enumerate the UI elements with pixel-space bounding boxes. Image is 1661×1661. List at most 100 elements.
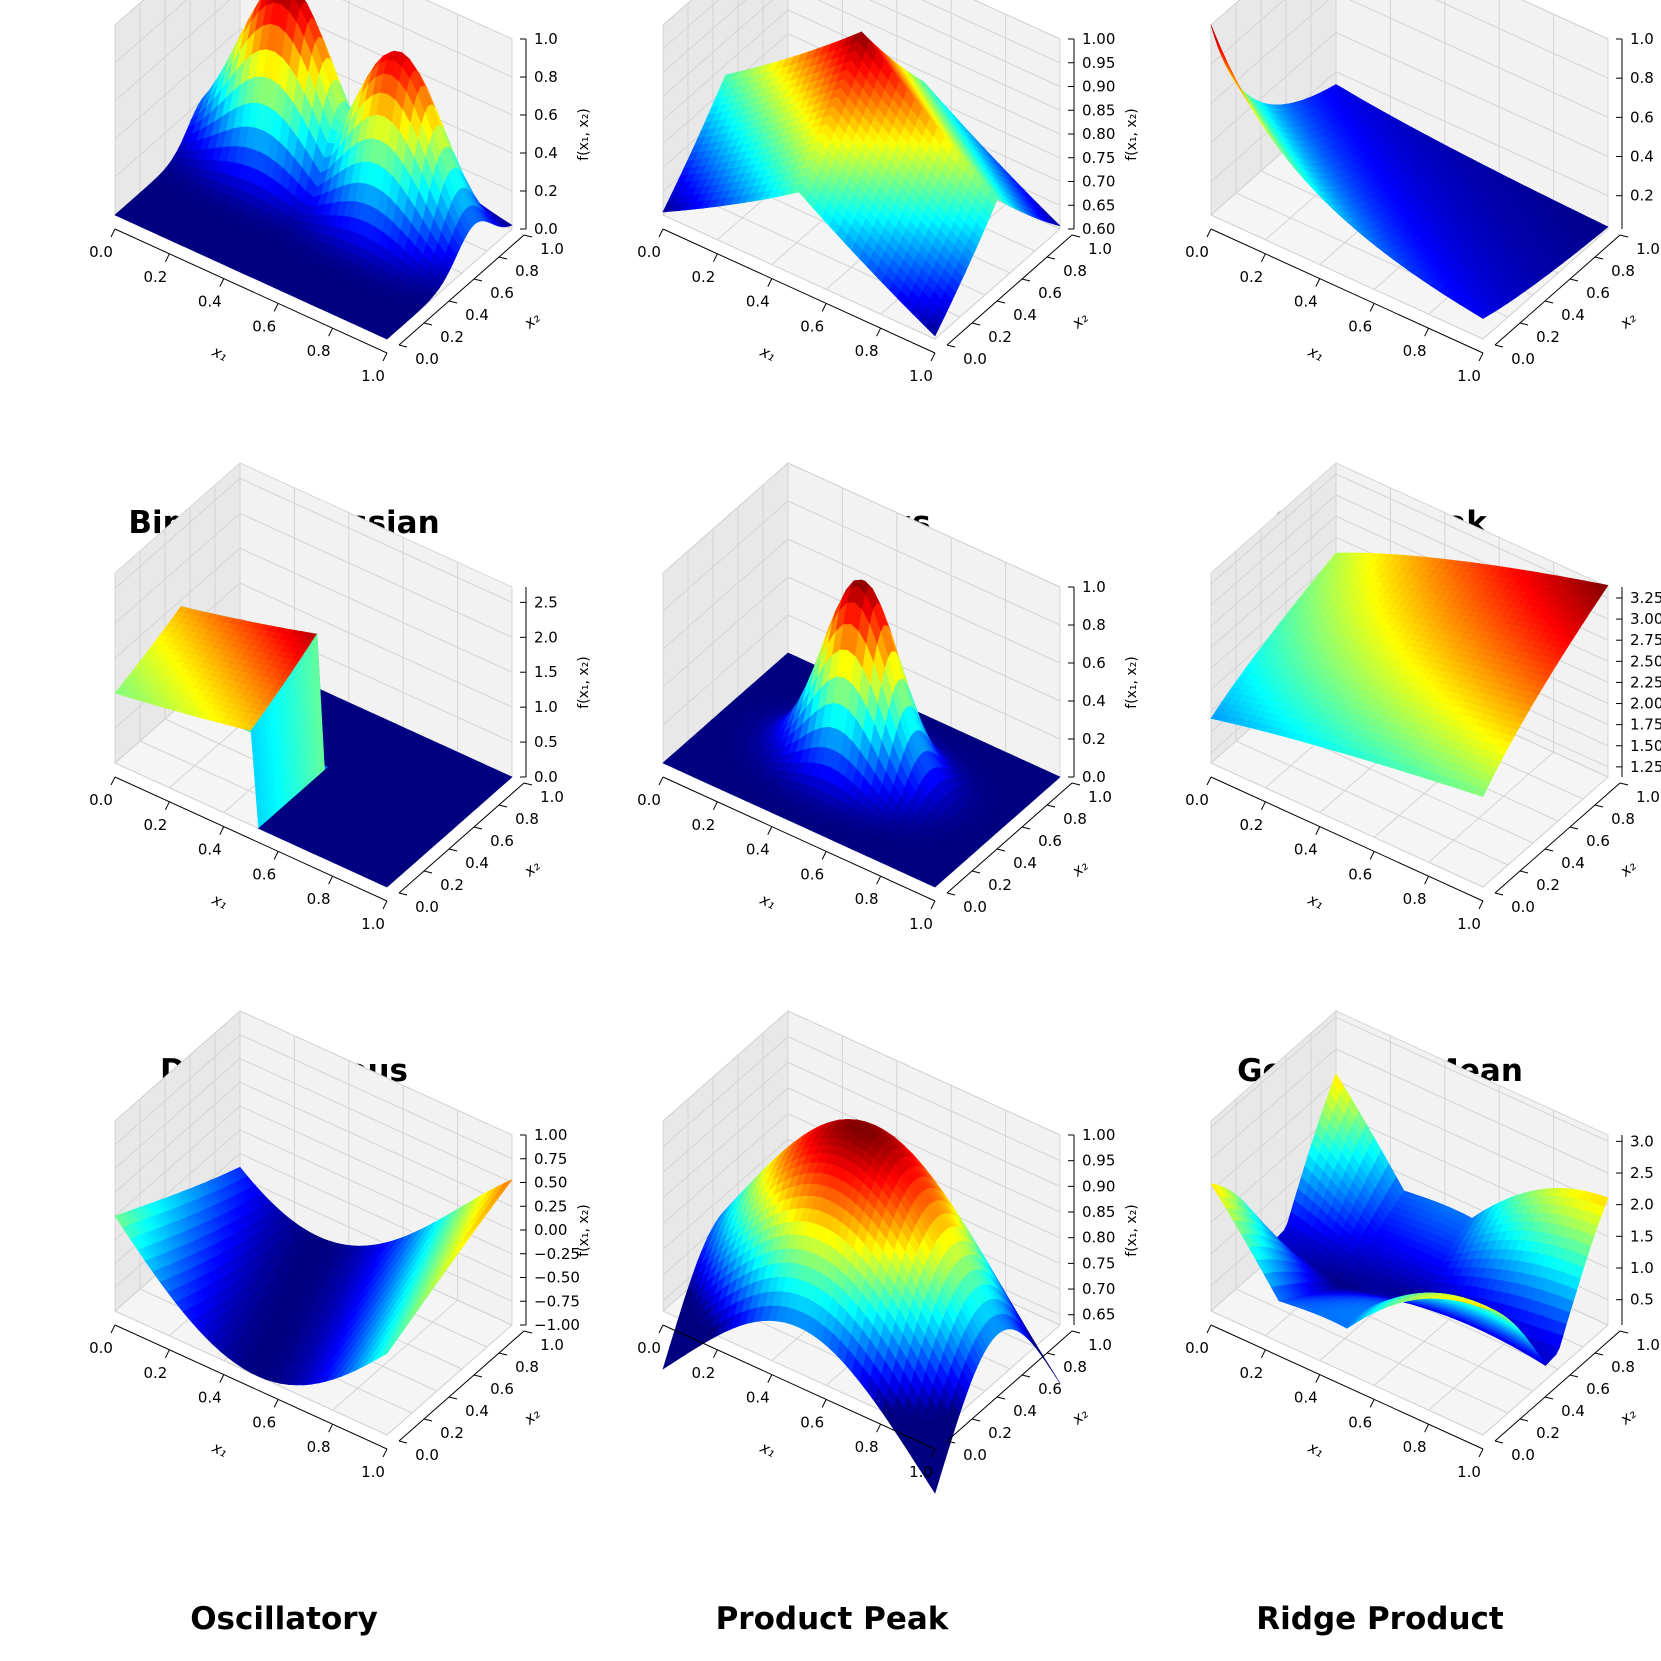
y-tick-label: 0.2 — [440, 328, 464, 346]
y-axis-label: x₂ — [1616, 857, 1640, 881]
x-tick-label: 0.2 — [1239, 1364, 1263, 1382]
z-tick-label: 0.4 — [1630, 148, 1654, 166]
panel-oscillatory: 0.0 0.2 0.4 0.6 0.8 1.0 0.0 0.2 0.4 0.6 0.8 1.0 −1.0… — [10, 1009, 592, 1644]
z-tick-label: 1.50 — [1630, 737, 1661, 755]
y-tick-label: 0.4 — [1561, 854, 1585, 872]
z-tick-label: 0.80 — [1082, 1229, 1115, 1247]
chart-title: Product Peak — [715, 1601, 949, 1637]
y-tick-label: 1.0 — [1088, 1336, 1112, 1354]
tick-labels: 0.00.20.40.60.81.00.00.20.40.60.81.00.51… — [1185, 1132, 1660, 1481]
x-tick-label: 0.6 — [800, 865, 824, 883]
z-tick-label: −0.50 — [534, 1269, 580, 1287]
z-tick-label: 0.0 — [534, 220, 558, 238]
z-axis-label: f(x₁, x₂) — [1124, 108, 1140, 161]
z-tick-label: −0.25 — [534, 1245, 580, 1263]
z-tick-label: 2.5 — [1630, 1164, 1654, 1182]
tick-labels: 0.00.20.40.60.81.00.00.20.40.60.81.00.00… — [89, 30, 592, 385]
tick-labels: 0.00.20.40.60.81.00.00.20.40.60.81.00.00… — [637, 578, 1140, 933]
y-axis-label: x₂ — [520, 1405, 544, 1429]
axes — [658, 586, 1081, 910]
y-tick-label: 0.4 — [465, 854, 489, 872]
x-axis-label: x₁ — [208, 1438, 230, 1461]
y-tick-label: 0.6 — [1586, 284, 1610, 302]
z-tick-label: 1.25 — [1630, 758, 1661, 776]
z-tick-label: 2.25 — [1630, 673, 1661, 691]
x-tick-label: 0.2 — [143, 816, 167, 834]
z-tick-label: 0.25 — [534, 1197, 567, 1215]
x-tick-label: 1.0 — [1457, 1463, 1481, 1481]
z-tick-label: 0.00 — [534, 1221, 567, 1239]
z-tick-label: −1.00 — [534, 1316, 580, 1334]
y-tick-label: 0.4 — [1561, 1402, 1585, 1420]
panel-geomean: 0.0 0.2 0.4 0.6 0.8 1.0 0.0 0.2 0.4 0.6 0.8 1.0 1.25… — [1106, 461, 1661, 1096]
z-axis-label: f(x₁, x₂) — [1124, 656, 1140, 709]
surface-plot: 0.00.20.40.60.81.00.00.20.40.60.81.00.00… — [89, 0, 592, 385]
y-axis-label: x₂ — [1068, 857, 1092, 881]
x-tick-label: 0.8 — [855, 342, 879, 360]
surface-plot: 0.00.20.40.60.81.00.00.20.40.60.81.00.00… — [637, 461, 1140, 933]
x-tick-label: 1.0 — [1457, 915, 1481, 933]
panel-product: 0.0 0.2 0.4 0.6 0.8 1.0 0.0 0.2 0.4 0.6 0.8 1.0 0.65… — [558, 1009, 1140, 1644]
chart-title: Oscillatory — [190, 1601, 378, 1637]
z-tick-label: 1.00 — [1082, 30, 1115, 48]
y-tick-label: 1.0 — [1088, 240, 1112, 258]
y-axis-label: x₂ — [1616, 1405, 1640, 1429]
z-tick-label: 0.8 — [534, 68, 558, 86]
x-axis-label: x₁ — [1304, 342, 1326, 365]
surface-mesh — [662, 31, 1061, 337]
x-tick-label: 0.4 — [746, 841, 770, 859]
z-tick-label: 0.5 — [534, 733, 558, 751]
surface-mesh — [1210, 24, 1609, 319]
y-tick-label: 0.0 — [963, 1446, 987, 1464]
x-tick-label: 0.4 — [1294, 841, 1318, 859]
chart-title: Ridge Product — [1256, 1601, 1504, 1637]
axes — [1206, 587, 1629, 910]
axes — [658, 38, 1081, 362]
z-axis-label: f(x₁, x₂) — [576, 656, 592, 709]
panel-continuous: 0.0 0.2 0.4 0.6 0.8 1.0 0.0 0.2 0.4 0.6 0.8 1.0 0.60… — [558, 0, 1140, 548]
x-axis-label: x₁ — [208, 890, 230, 913]
x-tick-label: 0.8 — [855, 1438, 879, 1456]
y-axis-label: x₂ — [520, 857, 544, 881]
y-tick-label: 0.8 — [1611, 810, 1635, 828]
z-tick-label: 0.4 — [534, 144, 558, 162]
z-tick-label: 0.85 — [1082, 1203, 1115, 1221]
x-tick-label: 0.2 — [691, 1364, 715, 1382]
y-tick-label: 0.8 — [1063, 262, 1087, 280]
y-tick-label: 0.0 — [963, 898, 987, 916]
z-tick-label: 0.80 — [1082, 125, 1115, 143]
x-tick-label: 0.6 — [252, 1413, 276, 1431]
panel-corner: 0.0 0.2 0.4 0.6 0.8 1.0 0.0 0.2 0.4 0.6 0.8 1.0 0.2 0… — [1106, 0, 1660, 548]
x-tick-label: 0.0 — [637, 1339, 661, 1357]
y-tick-label: 0.8 — [1063, 1358, 1087, 1376]
surface-plot: 0.00.20.40.60.81.00.00.20.40.60.81.00.51… — [1185, 1009, 1660, 1481]
axes — [658, 1134, 1081, 1458]
z-tick-label: 0.90 — [1082, 78, 1115, 96]
x-axis-label: x₁ — [756, 342, 778, 365]
surface-mesh — [662, 1119, 1061, 1494]
y-axis-label: x₂ — [520, 309, 544, 333]
x-tick-label: 0.0 — [1185, 1339, 1209, 1357]
z-tick-label: 0.60 — [1082, 220, 1115, 238]
y-tick-label: 1.0 — [1088, 788, 1112, 806]
x-tick-label: 0.2 — [143, 268, 167, 286]
z-tick-label: 0.2 — [534, 182, 558, 200]
x-tick-label: 0.8 — [307, 1438, 331, 1456]
z-tick-label: 0.8 — [1630, 69, 1654, 87]
y-tick-label: 0.6 — [1038, 284, 1062, 302]
y-tick-label: 1.0 — [540, 788, 564, 806]
z-tick-label: 0.65 — [1082, 1306, 1115, 1324]
surface-mesh — [662, 579, 1061, 888]
y-tick-label: 0.0 — [415, 350, 439, 368]
tick-labels: 0.00.20.40.60.81.00.00.20.40.60.81.01.25… — [1185, 589, 1661, 933]
z-tick-label: 1.0 — [1082, 578, 1106, 596]
panel-ridge: 0.0 0.2 0.4 0.6 0.8 1.0 0.0 0.2 0.4 0.6 0.8 1.0 0.5 1… — [1106, 1009, 1660, 1644]
y-tick-label: 0.2 — [1536, 328, 1560, 346]
x-axis-label: x₁ — [1304, 1438, 1326, 1461]
z-tick-label: 0.75 — [534, 1150, 567, 1168]
z-tick-label: 0.70 — [1082, 173, 1115, 191]
y-tick-label: 0.8 — [515, 810, 539, 828]
x-tick-label: 0.0 — [89, 791, 113, 809]
y-tick-label: 0.0 — [415, 1446, 439, 1464]
x-tick-label: 0.6 — [800, 317, 824, 335]
